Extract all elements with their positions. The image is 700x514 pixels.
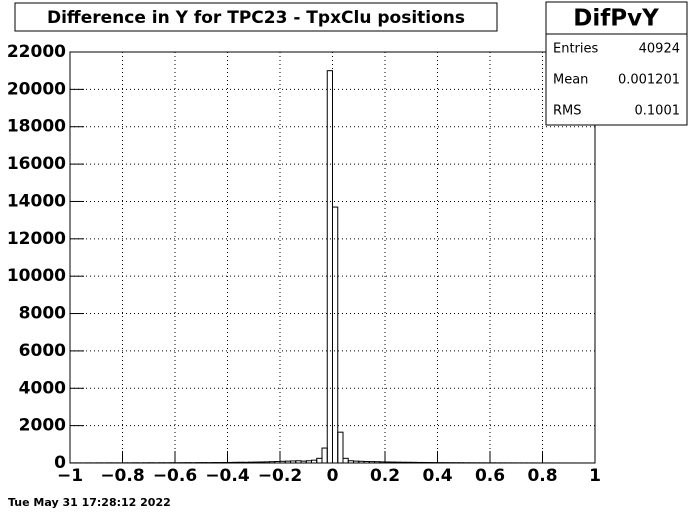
stats-value: 0.001201 (618, 73, 680, 88)
x-tick-label: 1 (589, 466, 601, 486)
stats-title: DifPvY (573, 6, 659, 32)
y-tick-label: 8000 (19, 304, 66, 324)
bar (332, 206, 339, 464)
x-tick-label: −0.4 (205, 466, 250, 486)
stats-value: 40924 (639, 42, 680, 57)
bar (326, 70, 333, 464)
stats-box: DifPvY Entries 40924 Mean 0.001201 RMS 0… (545, 1, 688, 126)
y-tick-label: 4000 (19, 378, 66, 398)
x-tick-label: 0.8 (527, 466, 557, 486)
bar (316, 457, 323, 464)
chart-title: Difference in Y for TPC23 - TpxClu posit… (47, 8, 465, 28)
x-tick-label: −0.2 (258, 466, 302, 486)
x-tick-label: 0.4 (422, 466, 452, 486)
y-tick-label: 2000 (19, 416, 66, 436)
plot-frame (69, 51, 596, 464)
x-tick-label: −0.8 (100, 466, 144, 486)
plot-area: 0 2000 4000 6000 8000 10000 12000 14000 16000 180… (7, 42, 601, 486)
x-tick-label: −1 (57, 466, 83, 486)
stats-label: Entries (553, 42, 599, 57)
bar (337, 431, 344, 464)
y-tick-label: 14000 (7, 191, 66, 211)
y-tick-label: 16000 (7, 154, 66, 174)
x-tick-label: −0.6 (153, 466, 197, 486)
x-tick-label: 0.2 (370, 466, 400, 486)
y-tick-label: 6000 (19, 341, 66, 361)
footer: Tue May 31 17:28:12 2022 (8, 496, 171, 509)
stats-value: 0.1001 (635, 104, 681, 119)
y-tick-label: 0 (54, 453, 66, 473)
x-tick-label: 0.6 (475, 466, 505, 486)
y-tick-label: 22000 (7, 42, 66, 62)
bar (342, 457, 349, 464)
x-tick-label: 0 (327, 466, 339, 486)
y-tick-label: 10000 (7, 266, 66, 286)
bar (321, 447, 328, 464)
title-box (14, 2, 498, 32)
y-tick-label: 12000 (7, 229, 66, 249)
y-tick-label: 18000 (7, 117, 66, 137)
stats-label: Mean (553, 73, 588, 88)
y-tick-label: 20000 (7, 79, 66, 99)
stats-label: RMS (553, 104, 582, 119)
